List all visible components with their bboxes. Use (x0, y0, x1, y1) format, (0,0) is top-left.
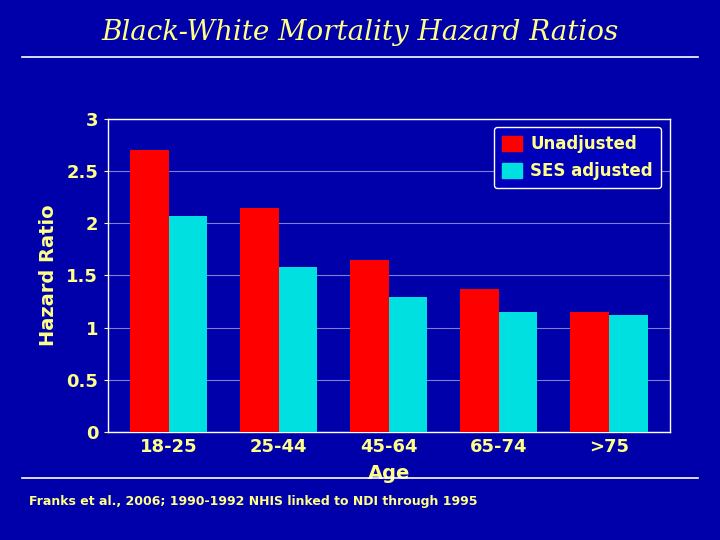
Bar (168, 216, 207, 432)
X-axis label: Age: Age (368, 464, 410, 483)
Bar (130, 150, 168, 432)
Bar (279, 267, 318, 432)
Y-axis label: Hazard Ratio: Hazard Ratio (39, 205, 58, 346)
Bar (389, 298, 428, 432)
Bar (460, 289, 499, 432)
Text: Franks et al., 2006; 1990-1992 NHIS linked to NDI through 1995: Franks et al., 2006; 1990-1992 NHIS link… (29, 495, 477, 508)
Bar (350, 260, 389, 432)
Bar (240, 207, 279, 432)
Bar (570, 312, 609, 432)
Text: Black-White Mortality Hazard Ratios: Black-White Mortality Hazard Ratios (102, 19, 618, 46)
Bar (609, 315, 647, 432)
Bar (499, 312, 537, 432)
Legend: Unadjusted, SES adjusted: Unadjusted, SES adjusted (494, 127, 661, 188)
